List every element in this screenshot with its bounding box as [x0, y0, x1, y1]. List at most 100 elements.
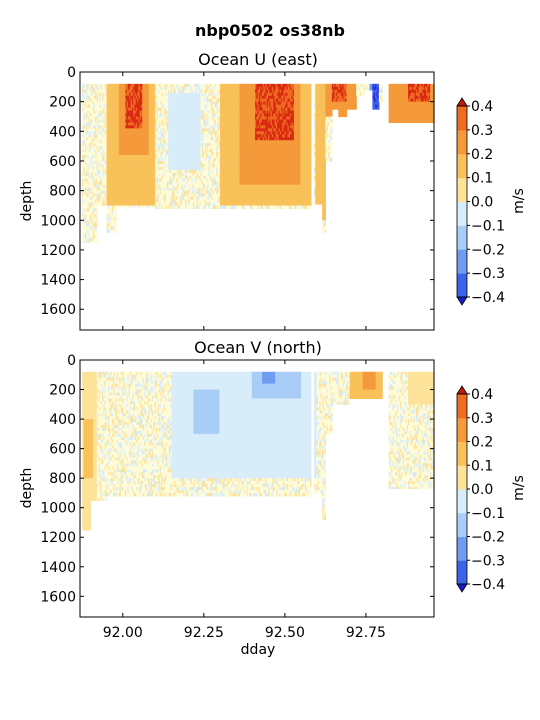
heatmap-cell [183, 155, 186, 159]
heatmap-cell [198, 152, 200, 156]
heatmap-cell [162, 187, 165, 192]
heatmap-cell [152, 137, 155, 141]
heatmap-cell [198, 131, 200, 135]
heatmap-cell [120, 193, 123, 198]
heatmap-cell [137, 104, 139, 109]
heatmap-cell [117, 119, 120, 124]
heatmap-cell [103, 86, 106, 91]
heatmap-cell [213, 119, 216, 124]
heatmap-cell [181, 184, 184, 189]
heatmap-cell [196, 205, 199, 210]
heatmap-cell [114, 104, 117, 109]
heatmap-cell [199, 169, 202, 174]
heatmap-cell [183, 122, 186, 126]
heatmap-cell [168, 193, 171, 198]
heatmap-cell [127, 193, 130, 198]
heatmap-cell [187, 107, 190, 112]
heatmap-cell [209, 104, 212, 109]
heatmap-cell [133, 178, 136, 183]
heatmap-cell [110, 181, 113, 186]
heatmap-cell [147, 175, 150, 180]
heatmap-cell [87, 181, 90, 186]
heatmap-cell [222, 110, 225, 115]
heatmap-cell [203, 193, 206, 198]
heatmap-cell [129, 205, 132, 208]
heatmap-cell [220, 205, 222, 210]
heatmap-cell [115, 86, 117, 91]
heatmap-cell [166, 119, 169, 124]
heatmap-cell [130, 169, 133, 174]
heatmap-cell [181, 181, 184, 186]
heatmap-cell [225, 137, 228, 141]
heatmap-cell [115, 158, 117, 162]
heatmap-cell [105, 196, 108, 201]
heatmap-cell [199, 101, 202, 106]
heatmap-cell [151, 128, 154, 132]
heatmap-cell [177, 131, 180, 135]
heatmap-cell [214, 113, 217, 118]
heatmap-cell [96, 104, 99, 109]
heatmap-cell [155, 178, 158, 183]
heatmap-cell [126, 205, 129, 208]
heatmap-cell [186, 146, 189, 150]
heatmap-cell [114, 205, 117, 210]
heatmap-cell [146, 137, 149, 141]
heatmap-cell [113, 223, 115, 227]
heatmap-cell [170, 101, 173, 106]
heatmap-cell [164, 140, 167, 144]
heatmap-cell [183, 86, 186, 91]
heatmap-cell [114, 187, 117, 192]
heatmap-cell [172, 143, 174, 147]
heatmap-cell [191, 113, 194, 118]
heatmap-cell [147, 184, 150, 189]
heatmap-cell [92, 152, 95, 156]
heatmap-cell [155, 110, 158, 115]
heatmap-cell [102, 86, 104, 91]
heatmap-cell [109, 104, 112, 109]
heatmap-cell [147, 158, 150, 162]
heatmap-cell [91, 140, 94, 144]
heatmap-cell [130, 92, 133, 97]
heatmap-cell [155, 107, 158, 112]
heatmap-cell [102, 101, 104, 106]
heatmap-cell [161, 169, 164, 174]
heatmap-cell [107, 184, 110, 189]
heatmap-cell [152, 98, 155, 103]
heatmap-cell [98, 178, 101, 183]
heatmap-cell [195, 113, 198, 118]
heatmap-cell [148, 178, 151, 183]
heatmap-cell [139, 166, 142, 171]
heatmap-cell [148, 158, 151, 162]
heatmap-cell [151, 158, 154, 162]
heatmap-cell [130, 166, 133, 171]
heatmap-cell [134, 146, 137, 150]
heatmap-cell [182, 131, 185, 135]
heatmap-cell [190, 146, 193, 150]
heatmap-cell [110, 217, 113, 221]
heatmap-cell [95, 95, 98, 100]
heatmap-cell [137, 193, 139, 198]
heatmap-cell [192, 119, 195, 124]
heatmap-cell [183, 89, 186, 94]
heatmap-cell [191, 152, 194, 156]
heatmap-cell [165, 178, 168, 183]
heatmap-cell [90, 196, 92, 201]
heatmap-cell [152, 131, 155, 135]
heatmap-cell [142, 122, 145, 126]
heatmap-cell [207, 104, 209, 109]
heatmap-cell [214, 149, 217, 153]
heatmap-cell [134, 202, 137, 207]
heatmap-cell [165, 110, 168, 115]
heatmap-cell [150, 128, 152, 132]
heatmap-cell [207, 175, 209, 180]
heatmap-cell [168, 160, 171, 165]
heatmap-cell [185, 110, 187, 115]
heatmap-cell [138, 152, 141, 156]
heatmap-cell [93, 211, 96, 215]
heatmap-cell [222, 131, 225, 135]
heatmap-cell [113, 226, 115, 230]
heatmap-cell [165, 155, 168, 159]
heatmap-cell [111, 220, 114, 224]
heatmap-cell [161, 166, 164, 171]
heatmap-cell [221, 163, 224, 168]
